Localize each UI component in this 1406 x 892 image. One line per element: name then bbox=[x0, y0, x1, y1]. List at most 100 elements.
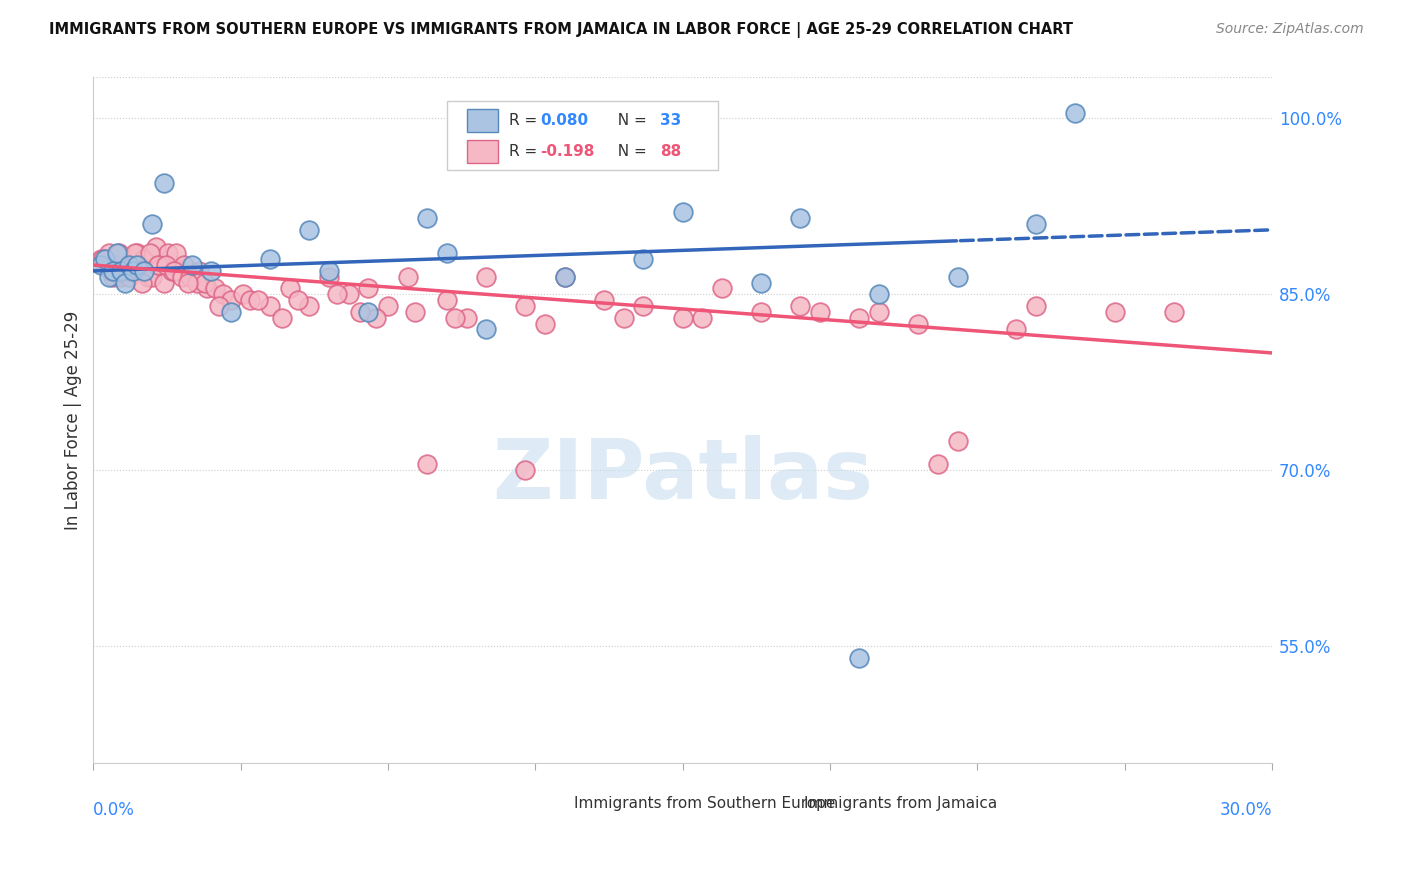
Point bbox=[169, 264, 191, 278]
Point bbox=[91, 252, 114, 267]
Point bbox=[163, 264, 186, 278]
Point bbox=[110, 269, 132, 284]
Point bbox=[118, 258, 141, 272]
Point bbox=[287, 293, 309, 308]
Point bbox=[1104, 305, 1126, 319]
Point bbox=[789, 299, 811, 313]
Point bbox=[946, 434, 969, 448]
Text: ZIPatlas: ZIPatlas bbox=[492, 434, 873, 516]
Point bbox=[633, 252, 655, 267]
Text: 88: 88 bbox=[661, 144, 682, 159]
Point bbox=[298, 299, 321, 313]
Point bbox=[114, 276, 136, 290]
Point bbox=[259, 299, 281, 313]
Point bbox=[1005, 322, 1028, 336]
Point bbox=[475, 322, 498, 336]
Point bbox=[416, 211, 439, 226]
FancyBboxPatch shape bbox=[541, 793, 569, 813]
Text: R =: R = bbox=[509, 112, 543, 128]
Point bbox=[131, 276, 153, 290]
Point bbox=[219, 293, 242, 308]
Point bbox=[848, 310, 870, 325]
Text: Immigrants from Jamaica: Immigrants from Jamaica bbox=[804, 797, 997, 811]
Point bbox=[212, 287, 235, 301]
Point bbox=[1163, 305, 1185, 319]
Point bbox=[868, 305, 890, 319]
Point bbox=[326, 287, 349, 301]
Point bbox=[136, 269, 159, 284]
Point bbox=[318, 264, 340, 278]
Text: N =: N = bbox=[609, 112, 652, 128]
Point bbox=[186, 276, 208, 290]
Point bbox=[366, 310, 388, 325]
Text: 0.0%: 0.0% bbox=[93, 801, 135, 819]
Point bbox=[534, 317, 557, 331]
Point bbox=[357, 305, 380, 319]
Point bbox=[671, 310, 693, 325]
Point bbox=[179, 269, 201, 284]
Text: Immigrants from Southern Europe: Immigrants from Southern Europe bbox=[574, 797, 835, 811]
Point bbox=[121, 264, 143, 278]
Point bbox=[124, 246, 146, 260]
Point bbox=[101, 264, 124, 278]
Point bbox=[868, 287, 890, 301]
Point bbox=[357, 281, 380, 295]
Point bbox=[232, 287, 254, 301]
Point bbox=[443, 310, 465, 325]
Text: N =: N = bbox=[609, 144, 652, 159]
Point bbox=[278, 281, 301, 295]
Point bbox=[200, 264, 222, 278]
Point bbox=[180, 269, 202, 284]
Point bbox=[219, 305, 242, 319]
Point bbox=[1025, 217, 1047, 231]
Point bbox=[125, 258, 148, 272]
Point bbox=[789, 211, 811, 226]
Point bbox=[1064, 105, 1087, 120]
Point bbox=[710, 281, 733, 295]
Point bbox=[134, 252, 156, 267]
Point bbox=[690, 310, 713, 325]
Text: -0.198: -0.198 bbox=[540, 144, 595, 159]
Point bbox=[633, 299, 655, 313]
FancyBboxPatch shape bbox=[467, 139, 498, 163]
Point bbox=[145, 240, 167, 254]
Point bbox=[593, 293, 616, 308]
Point bbox=[149, 258, 172, 272]
Point bbox=[105, 246, 128, 260]
Point bbox=[98, 269, 121, 284]
Point bbox=[808, 305, 831, 319]
Point bbox=[114, 258, 136, 272]
Point bbox=[671, 205, 693, 219]
Point bbox=[141, 269, 163, 284]
Point bbox=[155, 258, 177, 272]
Point bbox=[270, 310, 292, 325]
Point bbox=[204, 281, 226, 295]
Point bbox=[848, 650, 870, 665]
Text: 0.080: 0.080 bbox=[540, 112, 588, 128]
Point bbox=[239, 293, 262, 308]
Point bbox=[100, 264, 122, 278]
Point bbox=[404, 305, 426, 319]
Point bbox=[416, 458, 439, 472]
Point bbox=[94, 252, 117, 267]
Point bbox=[946, 269, 969, 284]
Point bbox=[259, 252, 281, 267]
Point bbox=[195, 281, 218, 295]
FancyBboxPatch shape bbox=[770, 793, 799, 813]
Point bbox=[153, 176, 176, 190]
Point bbox=[456, 310, 478, 325]
Point bbox=[134, 264, 156, 278]
Point bbox=[98, 246, 121, 260]
Text: R =: R = bbox=[509, 144, 543, 159]
Point bbox=[141, 217, 163, 231]
Point bbox=[153, 276, 176, 290]
Point bbox=[176, 276, 198, 290]
Point bbox=[208, 299, 231, 313]
Point bbox=[188, 264, 211, 278]
Text: IMMIGRANTS FROM SOUTHERN EUROPE VS IMMIGRANTS FROM JAMAICA IN LABOR FORCE | AGE : IMMIGRANTS FROM SOUTHERN EUROPE VS IMMIG… bbox=[49, 22, 1073, 38]
Point bbox=[180, 258, 202, 272]
FancyBboxPatch shape bbox=[447, 102, 718, 170]
Point bbox=[349, 305, 371, 319]
Point bbox=[396, 269, 419, 284]
Point bbox=[129, 258, 152, 272]
